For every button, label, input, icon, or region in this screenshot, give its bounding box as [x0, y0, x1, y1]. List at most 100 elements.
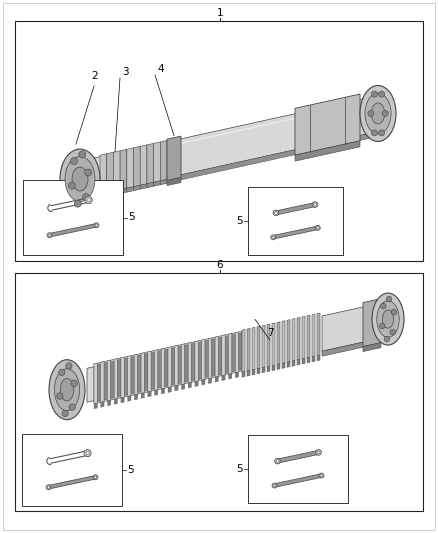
Polygon shape: [140, 184, 147, 189]
Polygon shape: [205, 340, 208, 378]
Polygon shape: [155, 350, 158, 391]
Circle shape: [86, 451, 89, 455]
Polygon shape: [131, 357, 134, 394]
Ellipse shape: [60, 378, 74, 401]
Circle shape: [94, 223, 99, 228]
Ellipse shape: [371, 103, 385, 124]
Circle shape: [272, 236, 275, 239]
Ellipse shape: [377, 301, 399, 337]
Polygon shape: [155, 390, 158, 395]
Polygon shape: [235, 372, 239, 378]
Polygon shape: [167, 136, 181, 181]
Polygon shape: [148, 351, 151, 392]
Polygon shape: [295, 94, 360, 155]
Polygon shape: [287, 361, 290, 367]
Polygon shape: [181, 384, 185, 390]
Polygon shape: [62, 93, 390, 201]
Circle shape: [85, 169, 92, 176]
Polygon shape: [94, 363, 97, 404]
Circle shape: [382, 110, 388, 117]
Circle shape: [74, 200, 81, 207]
Polygon shape: [208, 338, 212, 378]
Polygon shape: [292, 319, 295, 361]
Text: 6: 6: [217, 260, 223, 270]
Bar: [23, 180, 123, 255]
Polygon shape: [229, 334, 232, 374]
Polygon shape: [188, 382, 191, 388]
Polygon shape: [175, 385, 178, 391]
Polygon shape: [277, 322, 280, 365]
Polygon shape: [322, 341, 368, 356]
Polygon shape: [127, 148, 134, 188]
Polygon shape: [175, 345, 178, 386]
Polygon shape: [225, 336, 229, 373]
Polygon shape: [252, 369, 255, 375]
Circle shape: [315, 225, 320, 230]
Polygon shape: [273, 226, 318, 239]
Polygon shape: [312, 356, 315, 362]
Polygon shape: [147, 182, 154, 188]
Polygon shape: [62, 129, 390, 206]
Polygon shape: [107, 152, 113, 192]
Polygon shape: [117, 359, 121, 397]
Circle shape: [381, 303, 386, 309]
Circle shape: [371, 91, 378, 97]
Polygon shape: [141, 353, 145, 393]
Circle shape: [319, 473, 324, 478]
Polygon shape: [160, 179, 167, 185]
Polygon shape: [292, 360, 295, 366]
Polygon shape: [242, 372, 245, 377]
Polygon shape: [257, 326, 260, 369]
Polygon shape: [121, 357, 124, 398]
Polygon shape: [154, 142, 160, 182]
Polygon shape: [287, 320, 290, 362]
Polygon shape: [168, 347, 171, 387]
Bar: [22, 434, 122, 506]
Circle shape: [87, 198, 90, 201]
Polygon shape: [297, 318, 300, 360]
Circle shape: [69, 404, 75, 410]
Polygon shape: [242, 329, 245, 372]
Circle shape: [68, 182, 75, 189]
Polygon shape: [302, 358, 305, 364]
Polygon shape: [276, 203, 315, 215]
Polygon shape: [239, 333, 242, 370]
Polygon shape: [219, 337, 222, 375]
Circle shape: [378, 130, 385, 136]
Circle shape: [48, 234, 51, 237]
Bar: [248, 435, 348, 503]
Polygon shape: [134, 394, 138, 400]
Polygon shape: [147, 143, 154, 184]
Polygon shape: [181, 344, 185, 384]
Circle shape: [317, 451, 320, 454]
Polygon shape: [101, 361, 104, 402]
Polygon shape: [262, 325, 265, 368]
Polygon shape: [107, 360, 111, 401]
Text: 5: 5: [127, 465, 134, 475]
Text: 2: 2: [92, 71, 98, 81]
Circle shape: [320, 474, 323, 477]
Ellipse shape: [54, 369, 80, 411]
Polygon shape: [100, 192, 107, 198]
Circle shape: [384, 336, 390, 342]
Text: 7: 7: [267, 328, 273, 338]
Polygon shape: [141, 393, 145, 398]
Circle shape: [316, 450, 321, 455]
Polygon shape: [232, 334, 235, 372]
Polygon shape: [114, 399, 117, 405]
Polygon shape: [127, 395, 131, 401]
Ellipse shape: [65, 157, 95, 201]
Circle shape: [312, 202, 318, 207]
Polygon shape: [257, 368, 260, 374]
Polygon shape: [134, 185, 140, 191]
Polygon shape: [151, 352, 155, 390]
Circle shape: [275, 212, 277, 214]
Polygon shape: [295, 141, 360, 161]
Circle shape: [386, 296, 392, 302]
Text: 1: 1: [217, 8, 223, 18]
Polygon shape: [161, 348, 165, 389]
Bar: [248, 187, 343, 255]
Polygon shape: [267, 366, 270, 372]
Polygon shape: [127, 187, 134, 192]
Polygon shape: [100, 154, 107, 194]
